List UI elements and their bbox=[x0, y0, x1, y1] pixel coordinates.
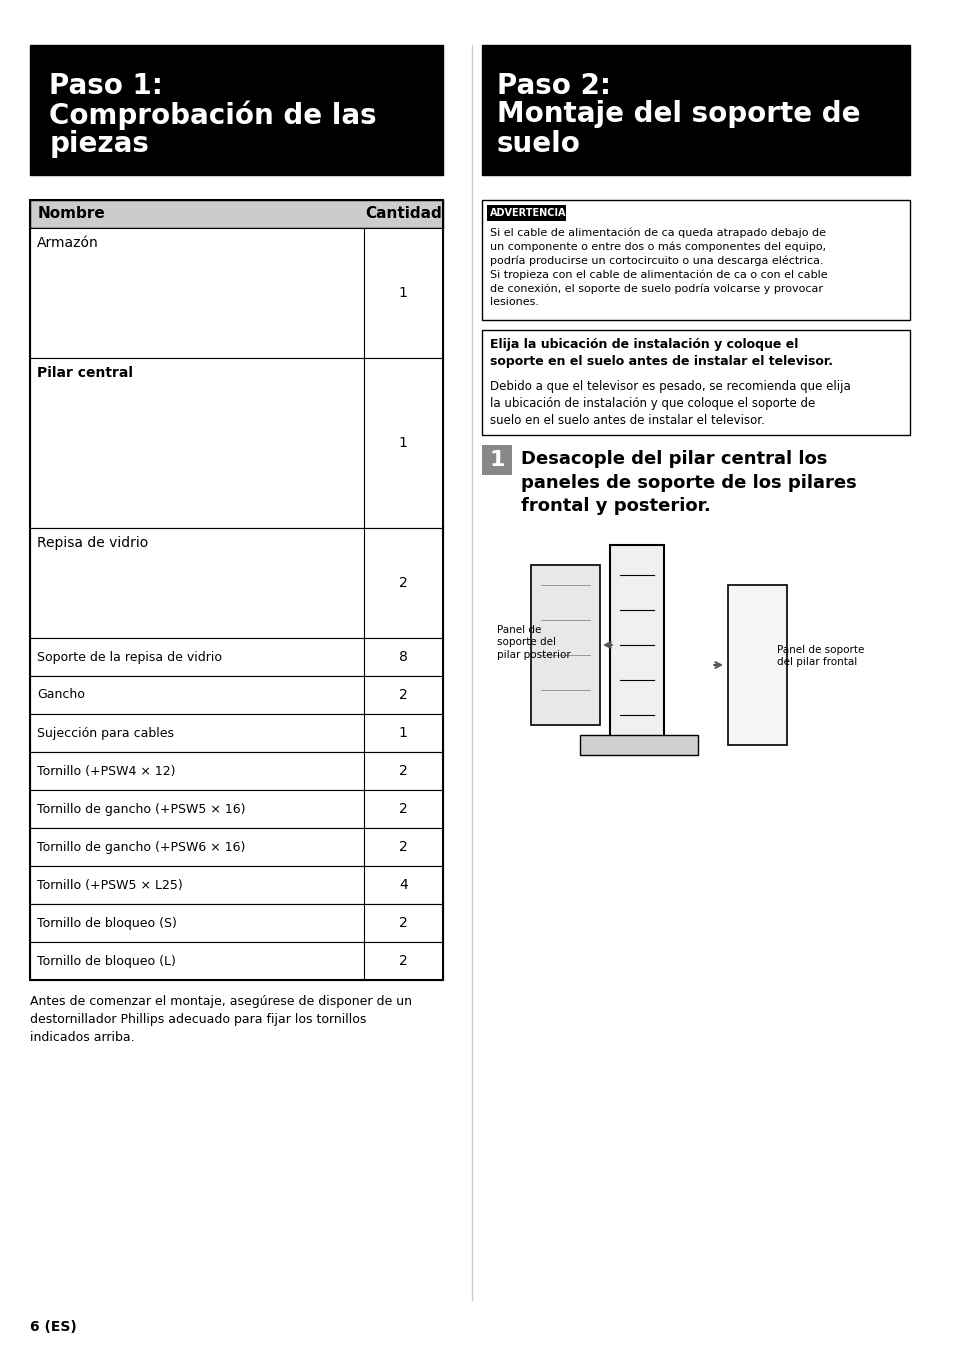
Text: Nombre: Nombre bbox=[37, 207, 105, 222]
Text: 1: 1 bbox=[398, 725, 407, 740]
Text: Gancho: Gancho bbox=[37, 689, 85, 701]
Text: 8: 8 bbox=[398, 650, 407, 663]
Text: Tornillo (+PSW4 × 12): Tornillo (+PSW4 × 12) bbox=[37, 765, 175, 777]
Text: 1: 1 bbox=[398, 436, 407, 450]
Text: 4: 4 bbox=[398, 878, 407, 892]
Text: Paso 1:: Paso 1: bbox=[50, 72, 163, 100]
Bar bbox=[30, 638, 442, 676]
Bar bbox=[579, 735, 698, 755]
Bar bbox=[30, 828, 442, 866]
Bar bbox=[531, 565, 599, 725]
Bar bbox=[30, 713, 442, 753]
Text: Si el cable de alimentación de ca queda atrapado debajo de
un componente o entre: Si el cable de alimentación de ca queda … bbox=[490, 228, 826, 307]
Bar bbox=[481, 444, 511, 476]
Text: Repisa de vidrio: Repisa de vidrio bbox=[37, 536, 149, 550]
Text: 2: 2 bbox=[398, 688, 407, 703]
Text: 2: 2 bbox=[398, 954, 407, 969]
Bar bbox=[30, 228, 442, 358]
Text: 2: 2 bbox=[398, 916, 407, 929]
Text: Tornillo de gancho (+PSW6 × 16): Tornillo de gancho (+PSW6 × 16) bbox=[37, 840, 246, 854]
Text: Cantidad: Cantidad bbox=[365, 207, 441, 222]
Bar bbox=[30, 753, 442, 790]
Bar bbox=[30, 866, 442, 904]
Text: 1: 1 bbox=[398, 286, 407, 300]
Text: 2: 2 bbox=[398, 765, 407, 778]
Bar bbox=[30, 358, 442, 528]
Text: Pilar central: Pilar central bbox=[37, 366, 133, 380]
Text: Tornillo (+PSW5 × L25): Tornillo (+PSW5 × L25) bbox=[37, 878, 183, 892]
Text: suelo: suelo bbox=[497, 130, 580, 158]
Text: Tornillo de gancho (+PSW5 × 16): Tornillo de gancho (+PSW5 × 16) bbox=[37, 802, 246, 816]
Text: 2: 2 bbox=[398, 576, 407, 590]
Bar bbox=[30, 200, 442, 979]
Bar bbox=[30, 45, 442, 176]
Text: Montaje del soporte de: Montaje del soporte de bbox=[497, 100, 860, 128]
Bar bbox=[30, 528, 442, 638]
Text: Soporte de la repisa de vidrio: Soporte de la repisa de vidrio bbox=[37, 650, 222, 663]
Text: 1: 1 bbox=[489, 450, 504, 470]
Bar bbox=[727, 585, 786, 744]
Text: Comprobación de las: Comprobación de las bbox=[50, 100, 376, 130]
Text: Elija la ubicación de instalación y coloque el
soporte en el suelo antes de inst: Elija la ubicación de instalación y colo… bbox=[490, 338, 832, 367]
Bar bbox=[481, 45, 909, 176]
Bar bbox=[30, 200, 442, 228]
Text: 2: 2 bbox=[398, 802, 407, 816]
Bar bbox=[30, 790, 442, 828]
Text: Panel de
soporte del
pilar posterior: Panel de soporte del pilar posterior bbox=[497, 626, 570, 659]
Bar bbox=[486, 205, 565, 222]
Text: Desacople del pilar central los
paneles de soporte de los pilares
frontal y post: Desacople del pilar central los paneles … bbox=[521, 450, 856, 515]
Text: 2: 2 bbox=[398, 840, 407, 854]
Bar bbox=[30, 942, 442, 979]
Bar bbox=[609, 544, 663, 744]
Bar bbox=[30, 904, 442, 942]
Text: Debido a que el televisor es pesado, se recomienda que elija
la ubicación de ins: Debido a que el televisor es pesado, se … bbox=[490, 380, 850, 427]
Text: Paso 2:: Paso 2: bbox=[497, 72, 610, 100]
Text: Antes de comenzar el montaje, asegúrese de disponer de un
destornillador Phillip: Antes de comenzar el montaje, asegúrese … bbox=[30, 994, 411, 1044]
Text: Armazón: Armazón bbox=[37, 236, 99, 250]
Text: Tornillo de bloqueo (L): Tornillo de bloqueo (L) bbox=[37, 955, 176, 967]
Text: piezas: piezas bbox=[50, 130, 149, 158]
Bar bbox=[481, 200, 909, 320]
Text: Panel de soporte
del pilar frontal: Panel de soporte del pilar frontal bbox=[777, 644, 863, 667]
Bar bbox=[30, 676, 442, 713]
Text: Sujección para cables: Sujección para cables bbox=[37, 727, 174, 739]
Text: 6 (ES): 6 (ES) bbox=[30, 1320, 76, 1333]
Text: Tornillo de bloqueo (S): Tornillo de bloqueo (S) bbox=[37, 916, 177, 929]
Text: ADVERTENCIA: ADVERTENCIA bbox=[490, 208, 566, 218]
Bar bbox=[481, 330, 909, 435]
